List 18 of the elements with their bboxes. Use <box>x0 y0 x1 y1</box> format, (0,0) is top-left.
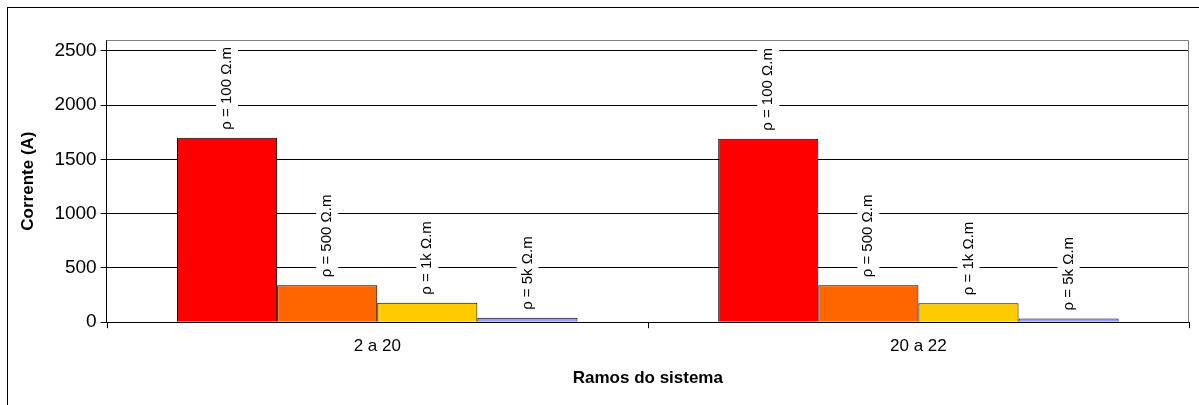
text: ρ = 1k Ω.m <box>958 221 976 296</box>
x-tick-label: 20 a 22 <box>890 336 947 356</box>
text: ρ = 100 Ω.m <box>217 46 235 130</box>
y-tick-label: 1500 <box>54 147 97 169</box>
y-tick-label: 0 <box>86 310 97 332</box>
y-tick-label: 2500 <box>54 39 97 61</box>
y-tick-label: 1000 <box>54 201 97 223</box>
text: ρ = 100 Ω.m <box>758 48 776 131</box>
y-tick-label: 500 <box>64 256 97 278</box>
y-tick-label: 2000 <box>54 93 97 115</box>
text: ρ = 1k Ω.m <box>417 221 435 295</box>
y-axis-title: Corrente (A) <box>17 131 37 231</box>
text: ρ = 500 Ω.m <box>858 194 876 278</box>
text: ρ = 500 Ω.m <box>317 194 335 278</box>
x-tick-label: 2 a 20 <box>353 336 401 356</box>
x-axis-title: Ramos do sistema <box>572 368 724 388</box>
text: ρ = 5k Ω.m <box>517 236 535 310</box>
text: ρ = 5k Ω.m <box>1058 236 1076 311</box>
